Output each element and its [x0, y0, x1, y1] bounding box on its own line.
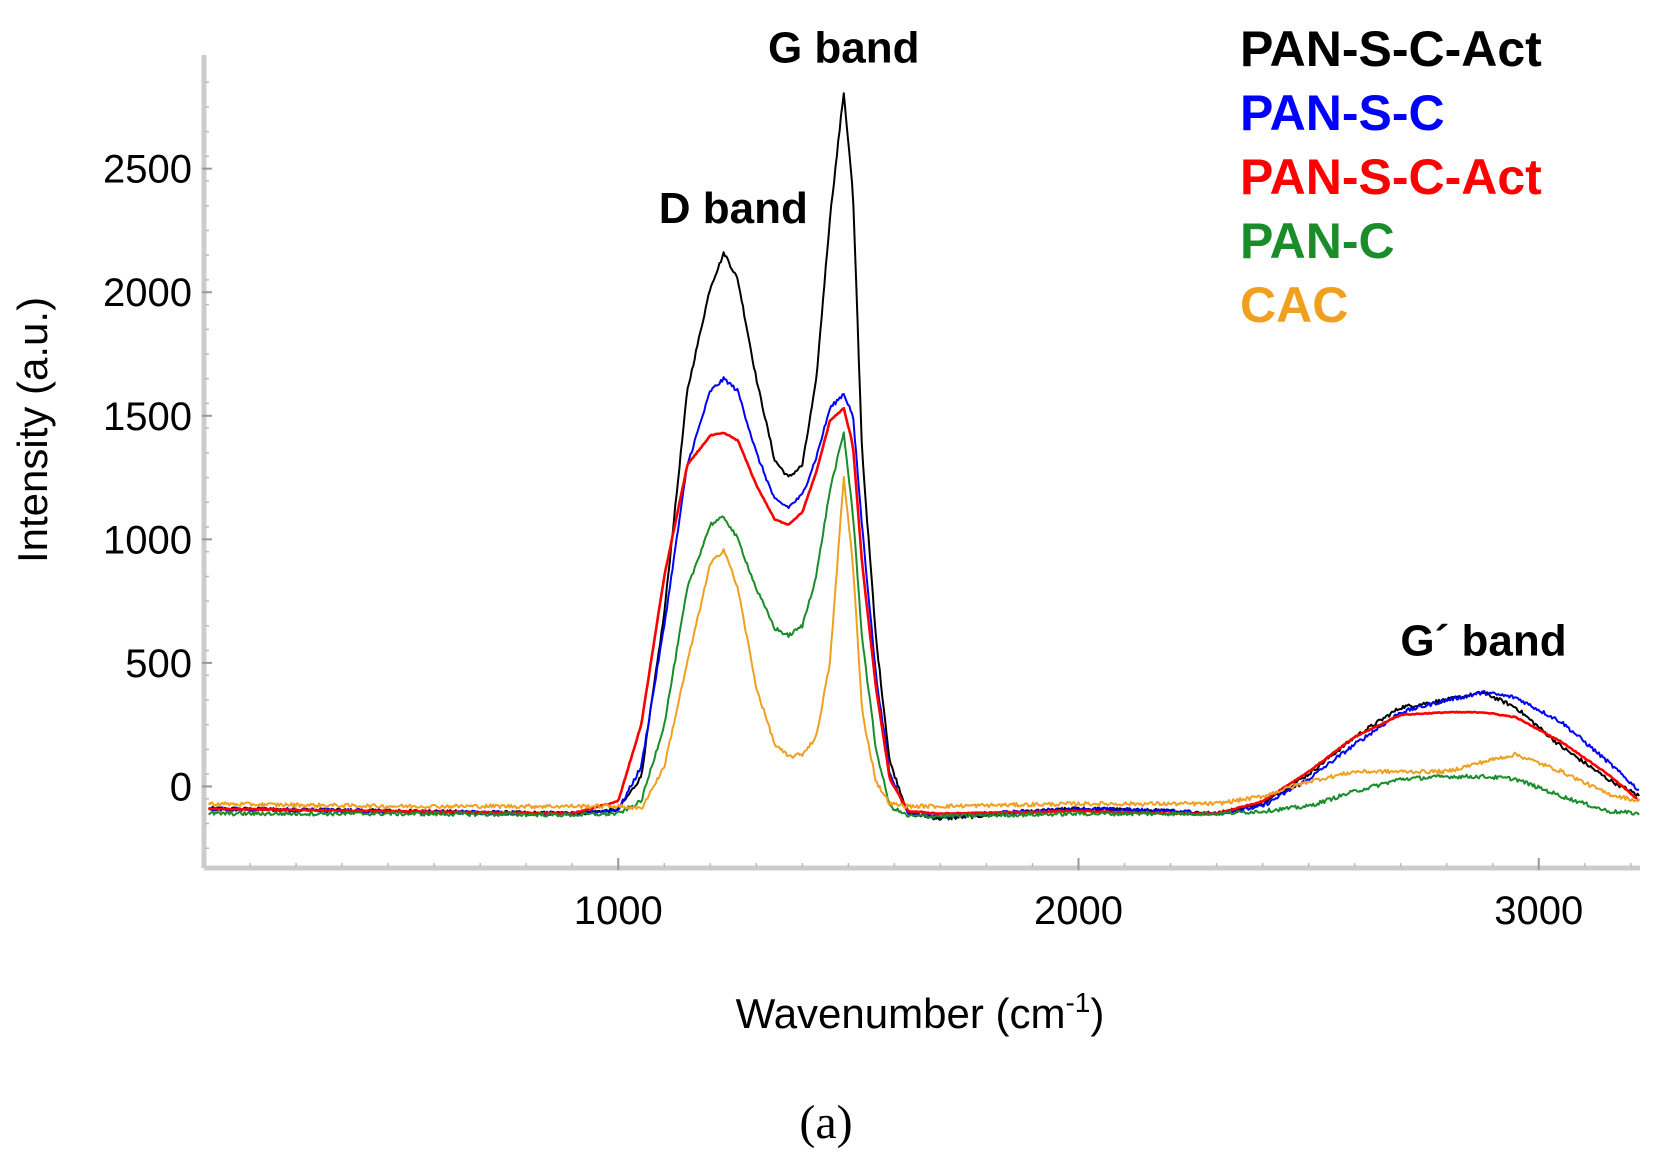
y-tick-label: 0 — [170, 765, 192, 809]
legend-item-4: PAN-C — [1240, 213, 1395, 269]
legend-item-5: CAC — [1240, 277, 1348, 333]
legend-item-3: PAN-S-C-Act — [1240, 149, 1542, 205]
y-tick-label: 2500 — [103, 148, 192, 192]
series-line-2 — [208, 376, 1640, 819]
annotation-d-band: D band — [659, 184, 808, 233]
legend-item-2: PAN-S-C — [1240, 85, 1445, 141]
axes: 0 500 1000 1500 2000 2500 1000 2000 3000 — [103, 55, 1640, 933]
x-tick-label: 2000 — [1034, 889, 1123, 933]
x-ticks: 1000 2000 3000 — [249, 858, 1632, 933]
annotation-g-band: G band — [768, 23, 920, 72]
x-tick-label: 3000 — [1494, 889, 1583, 933]
y-tick-label: 1500 — [103, 395, 192, 439]
y-tick-label: 1000 — [103, 518, 192, 562]
y-tick-label: 500 — [125, 642, 192, 686]
x-axis-label-main: Wavenumber (cm — [736, 990, 1066, 1037]
legend: PAN-S-C-Act PAN-S-C PAN-S-C-Act PAN-C CAC — [1240, 21, 1542, 333]
x-axis-label: Wavenumber (cm-1) — [736, 987, 1105, 1037]
series-line-5 — [207, 475, 1640, 810]
figure-caption: (a) — [799, 1096, 852, 1149]
x-axis-label-close: ) — [1090, 990, 1104, 1037]
x-tick-label: 1000 — [574, 889, 663, 933]
series-line-3 — [208, 406, 1640, 816]
annotation-g-prime-band: G´ band — [1400, 616, 1566, 665]
y-tick-label: 2000 — [103, 271, 192, 315]
x-axis-label-superscript: -1 — [1065, 987, 1090, 1018]
y-axis-label: Intensity (a.u.) — [9, 297, 56, 563]
y-ticks: 0 500 1000 1500 2000 2500 — [103, 81, 212, 849]
annotations: D band G band G´ band — [659, 23, 1567, 665]
plot-area — [207, 92, 1640, 821]
legend-item-1: PAN-S-C-Act — [1240, 21, 1542, 77]
series-line-4 — [208, 431, 1640, 819]
